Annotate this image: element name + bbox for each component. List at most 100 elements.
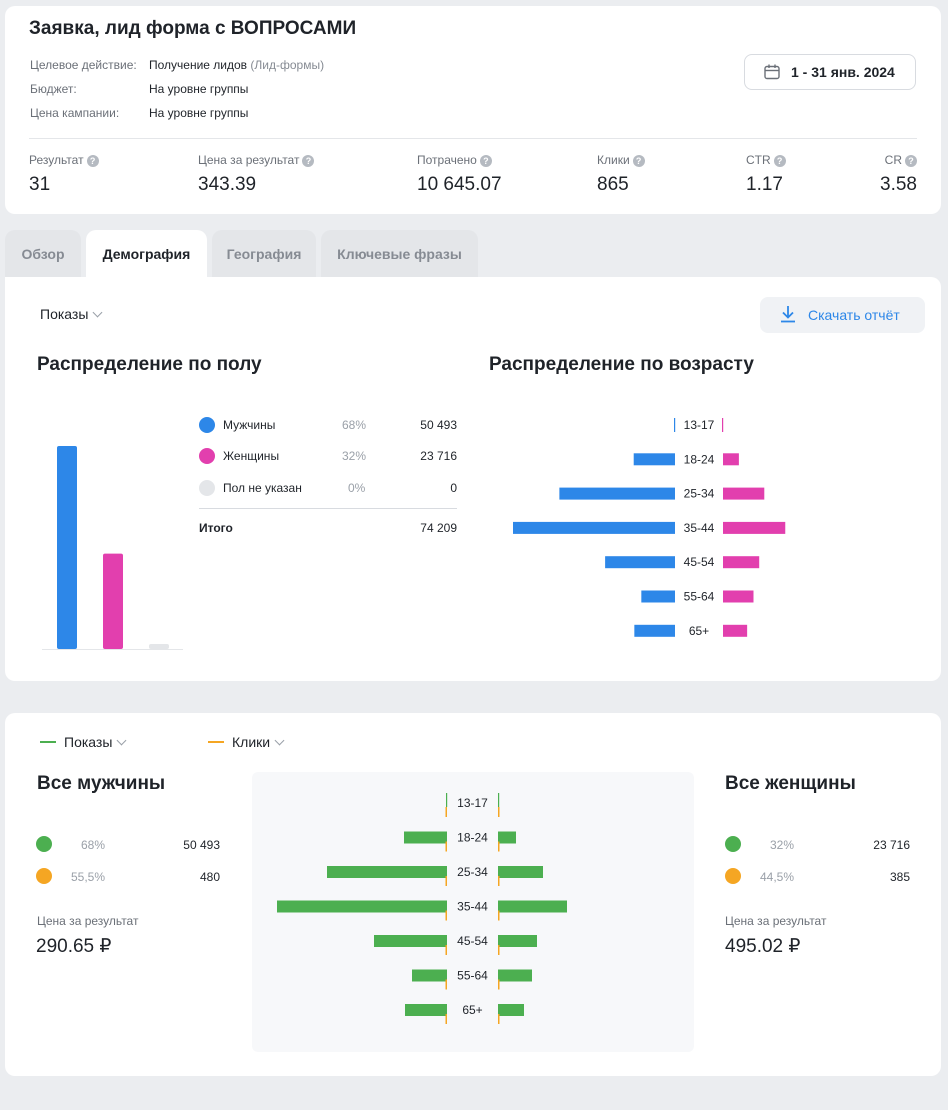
bar-male-13-17 [674,418,676,432]
campaign-summary-card [5,6,941,214]
clicks-dot [36,868,52,884]
age-label-65+: 65+ [689,624,709,638]
age-label-18-24: 18-24 [684,452,715,466]
metric-spent: Потрачено? 10 645.07 [417,153,502,195]
date-range-picker[interactable]: 1 - 31 янв. 2024 [744,54,916,90]
tab-geography[interactable]: География [212,230,316,278]
bar-women-clicks-25-34 [498,876,500,886]
men-title: Все мужчины [37,773,166,794]
legend-dot-unknown [199,480,215,496]
bar-women-clicks-65+ [498,1014,500,1024]
help-icon[interactable]: ? [479,154,492,167]
bar-Мужчины [57,446,77,649]
bar-women-impressions-18-24 [498,831,516,844]
field-label-price: Цена кампании: [30,106,120,120]
bar-male-65+ [634,624,675,637]
men-cost-per-result-label: Цена за результат [37,914,139,928]
download-report-button[interactable]: Скачать отчёт [760,297,925,333]
bar-men-impressions-35-44 [277,900,447,913]
help-icon[interactable]: ? [773,154,786,167]
divider [29,138,917,139]
metric-cr: CR? 3.58 [880,153,917,195]
field-value-price: На уровне группы [149,106,249,120]
metric-ctr: CTR? 1.17 [746,153,786,196]
women-clicks-row: 44,5% 385 [725,868,910,886]
bar-men-clicks-25-34 [445,876,447,886]
men-clicks-row: 55,5% 480 [36,868,220,886]
demography-card [5,277,941,681]
download-report-label: Скачать отчёт [808,307,900,323]
age-distribution-chart: 13-17 18-24 25-34 35-44 45-54 55-64 65+ [513,418,786,638]
field-value-budget: На уровне группы [149,82,249,96]
legend-row-unknown: Пол не указан 0% 0 [199,479,457,497]
bar-Женщины [103,553,123,649]
gender-chart-title: Распределение по полу [37,354,262,375]
chevron-down-icon [92,307,103,318]
age-label-55-64: 55-64 [684,590,715,604]
calendar-icon [764,64,780,80]
metric-select-impressions[interactable]: Показы [40,306,103,322]
age-label-13-17: 13-17 [684,418,715,432]
bar-male-45-54 [605,556,675,569]
legend-divider [199,508,457,509]
tab-keywords[interactable]: Ключевые фразы [321,230,478,278]
metric-cost-per-result: Цена за результат? 343.39 [198,153,315,196]
bar-female-13-17 [722,418,724,432]
bar-female-25-34 [723,487,765,500]
impressions-dot [36,836,52,852]
bar-men-clicks-55-64 [445,979,447,990]
age-label-25-34: 25-34 [684,487,715,501]
age-label-13-17: 13-17 [457,796,488,810]
age-label-45-54: 45-54 [457,934,488,948]
bar-women-impressions-25-34 [498,866,543,878]
field-label-target: Целевое действие: [30,58,137,72]
bar-men-clicks-18-24 [445,841,447,852]
bar-male-18-24 [633,453,675,466]
women-title: Все женщины [725,773,856,794]
bar-women-clicks-35-44 [498,910,500,921]
tab-overview[interactable]: Обзор [5,230,81,278]
bar-men-clicks-45-54 [445,945,447,955]
legend-dot-female [199,448,215,464]
bar-women-clicks-55-64 [498,979,500,990]
bar-men-impressions-13-17 [446,793,448,807]
age-label-18-24: 18-24 [457,831,488,845]
bar-women-impressions-55-64 [498,969,532,982]
bar-men-impressions-55-64 [412,969,447,982]
women-cost-per-result: 495.02 ₽ [725,936,801,957]
tab-demography[interactable]: Демография [86,230,207,278]
bar-male-25-34 [559,487,675,500]
download-icon [781,306,795,323]
men-impressions-row: 68% 50 493 [36,836,220,854]
page-title: Заявка, лид форма с ВОПРОСАМИ [29,18,357,39]
bar-men-impressions-45-54 [374,935,447,947]
age-label-35-44: 35-44 [684,521,715,535]
bar-men-impressions-25-34 [327,866,447,878]
date-range-label: 1 - 31 янв. 2024 [791,64,895,80]
field-value-target: Получение лидов (Лид-формы) [149,58,325,72]
field-label-budget: Бюджет: [30,82,77,96]
series-select-clicks[interactable]: Клики [208,734,285,750]
men-cost-per-result: 290.65 ₽ [36,936,112,957]
help-icon[interactable]: ? [302,154,315,167]
women-impressions-row: 32% 23 716 [725,836,910,854]
legend-dot-male [199,417,215,433]
bar-women-clicks-45-54 [498,945,500,955]
bar-women-impressions-35-44 [498,900,567,913]
bar-women-clicks-18-24 [498,841,500,852]
bar-men-clicks-35-44 [445,910,447,921]
help-icon[interactable]: ? [632,154,645,167]
bar-female-55-64 [723,590,754,603]
clicks-dot [725,868,741,884]
gender-bar-chart [42,446,183,650]
bar-women-clicks-13-17 [498,807,500,817]
women-cost-per-result-label: Цена за результат [725,914,827,928]
series-select-impressions[interactable]: Показы [40,734,127,750]
bar-men-impressions-18-24 [404,831,447,844]
help-icon[interactable]: ? [86,154,99,167]
help-icon[interactable]: ? [905,154,917,167]
bar-female-45-54 [723,556,760,569]
bar-women-impressions-45-54 [498,935,537,947]
bar-women-impressions-65+ [498,1004,524,1016]
bar-female-65+ [723,624,748,637]
